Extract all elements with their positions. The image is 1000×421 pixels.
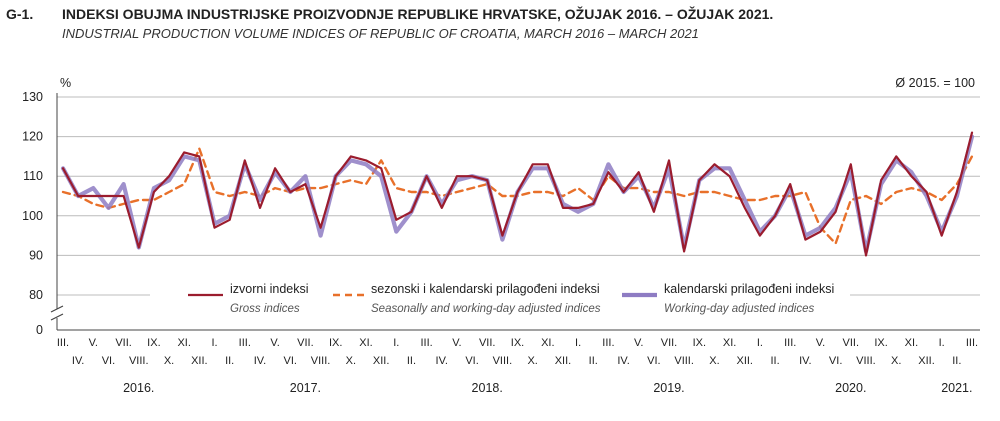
x-tick-label: XII. [918, 355, 935, 367]
x-tick-label: VI. [102, 355, 115, 367]
x-tick-label: IX. [147, 337, 160, 349]
x-tick-label: XII. [555, 355, 572, 367]
x-tick-label: VII. [479, 337, 496, 349]
x-tick-label: V. [816, 337, 825, 349]
legend-label: kalendarski prilagođeni indeksi [664, 282, 834, 296]
x-tick-label: II. [589, 355, 598, 367]
figure-code: G-1. [6, 6, 34, 22]
x-tick-label: IX. [329, 337, 342, 349]
x-tick-label: III. [966, 337, 978, 349]
x-tick-label: XI. [541, 337, 554, 349]
series-line [61, 131, 974, 257]
y-tick-labels: 130 120 110 100 90 80 0% Ø 2015. = 100 [22, 76, 975, 337]
axes [50, 93, 980, 331]
x-tick-label: VI. [465, 355, 478, 367]
x-tick-label: X. [164, 355, 174, 367]
x-tick-label: I. [757, 337, 763, 349]
x-tick-label: VIII. [856, 355, 876, 367]
x-tick-label: III. [420, 337, 432, 349]
x-tick-label: XI. [177, 337, 190, 349]
y-axis-unit: % [60, 76, 71, 90]
legend-label-en: Gross indices [230, 303, 300, 315]
x-tick-label: XI. [359, 337, 372, 349]
x-tick-label: II. [225, 355, 234, 367]
x-tick-label: VI. [829, 355, 842, 367]
legend: izvorni indeksi Gross indices sezonski i k… [150, 278, 850, 322]
x-tick-label: V. [452, 337, 461, 349]
year-label: 2018. [472, 381, 503, 395]
year-label: 2017. [290, 381, 321, 395]
x-tick-label: X. [346, 355, 356, 367]
x-tick-label: VIII. [311, 355, 331, 367]
x-tick-label: III. [784, 337, 796, 349]
legend-label: izvorni indeksi [230, 282, 309, 296]
x-tick-label: I. [211, 337, 217, 349]
y-tick-label: 90 [29, 248, 43, 262]
x-tick-label: X. [891, 355, 901, 367]
x-tick-label: IV. [617, 355, 629, 367]
x-tick-label: VIII. [493, 355, 513, 367]
y-tick-label: 80 [29, 288, 43, 302]
y-tick-label: 0 [36, 323, 43, 337]
x-tick-label: VI. [284, 355, 297, 367]
year-label: 2016. [123, 381, 154, 395]
x-tick-label: X. [709, 355, 719, 367]
year-label: 2021. [941, 381, 972, 395]
x-tick-label: XII. [373, 355, 390, 367]
x-tick-label: VII. [843, 337, 860, 349]
x-tick-label: III. [57, 337, 69, 349]
x-tick-label: IX. [693, 337, 706, 349]
x-tick-label: VII. [115, 337, 132, 349]
x-tick-label: IV. [72, 355, 84, 367]
year-label: 2020. [835, 381, 866, 395]
legend-background [150, 278, 850, 322]
x-tick-label: XI. [905, 337, 918, 349]
x-tick-label: VIII. [129, 355, 149, 367]
series-lines [60, 131, 975, 257]
x-tick-label: III. [239, 337, 251, 349]
x-tick-label: VII. [297, 337, 314, 349]
axis-break-mark [50, 313, 64, 321]
legend-label-en: Seasonally and working-day adjusted indi… [371, 303, 601, 315]
x-tick-label: VI. [647, 355, 660, 367]
x-tick-label: I. [393, 337, 399, 349]
x-tick-label: VIII. [674, 355, 694, 367]
chart-subtitle: INDUSTRIAL PRODUCTION VOLUME INDICES OF … [62, 26, 699, 41]
x-tick-label: IV. [799, 355, 811, 367]
legend-label-en: Working-day adjusted indices [664, 303, 814, 315]
x-tick-label: XI. [723, 337, 736, 349]
y-tick-label: 100 [22, 209, 43, 223]
x-tick-label: II. [407, 355, 416, 367]
x-tick-label: II. [770, 355, 779, 367]
x-tick-label: IX. [511, 337, 524, 349]
y-tick-label: 110 [23, 169, 43, 183]
x-tick-label: X. [527, 355, 537, 367]
x-tick-label: I. [939, 337, 945, 349]
x-tick-label: V. [634, 337, 643, 349]
axis-break-mark [50, 305, 64, 313]
x-tick-label: XII. [736, 355, 753, 367]
y-tick-label: 130 [22, 90, 43, 104]
legend-label: sezonski i kalendarski prilagođeni indek… [371, 282, 600, 296]
x-tick-label: XII. [191, 355, 208, 367]
x-tick-labels: III. V. VII. IX. XI. I. III. V. VII. IX. XI. I. III.… [57, 337, 978, 395]
x-tick-label: VII. [661, 337, 678, 349]
x-tick-label: IX. [874, 337, 887, 349]
chart-title: INDEKSI OBUJMA INDUSTRIJSKE PROIZVODNJE … [62, 6, 774, 22]
x-tick-label: IV. [254, 355, 266, 367]
x-tick-label: II. [952, 355, 961, 367]
x-tick-label: V. [89, 337, 98, 349]
x-tick-label: IV. [436, 355, 448, 367]
x-tick-label: V. [270, 337, 279, 349]
year-label: 2019. [653, 381, 684, 395]
base-note: Ø 2015. = 100 [895, 76, 975, 90]
y-tick-label: 120 [22, 130, 43, 144]
x-tick-label: I. [575, 337, 581, 349]
x-tick-label: III. [602, 337, 614, 349]
